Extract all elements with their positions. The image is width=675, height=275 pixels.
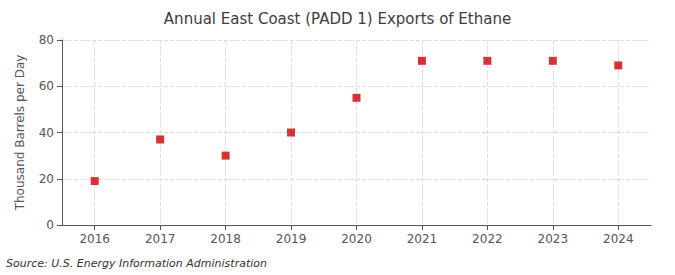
svg-text:20: 20: [39, 172, 54, 186]
svg-text:2021: 2021: [407, 232, 438, 246]
svg-text:2022: 2022: [472, 232, 503, 246]
svg-text:60: 60: [39, 79, 54, 93]
svg-text:2023: 2023: [538, 232, 569, 246]
svg-text:2024: 2024: [603, 232, 634, 246]
svg-text:2018: 2018: [210, 232, 241, 246]
svg-text:2020: 2020: [341, 232, 372, 246]
svg-text:Annual East Coast (PADD 1) Exp: Annual East Coast (PADD 1) Exports of Et…: [164, 10, 511, 28]
svg-text:Thousand Barrels per Day: Thousand Barrels per Day: [13, 55, 27, 212]
svg-text:2016: 2016: [79, 232, 110, 246]
svg-text:0: 0: [46, 218, 54, 232]
svg-text:2017: 2017: [145, 232, 176, 246]
svg-text:40: 40: [39, 126, 54, 140]
svg-text:Source: U.S. Energy Informatio: Source: U.S. Energy Information Administ…: [6, 257, 267, 270]
svg-text:80: 80: [39, 33, 54, 47]
svg-text:2019: 2019: [276, 232, 307, 246]
